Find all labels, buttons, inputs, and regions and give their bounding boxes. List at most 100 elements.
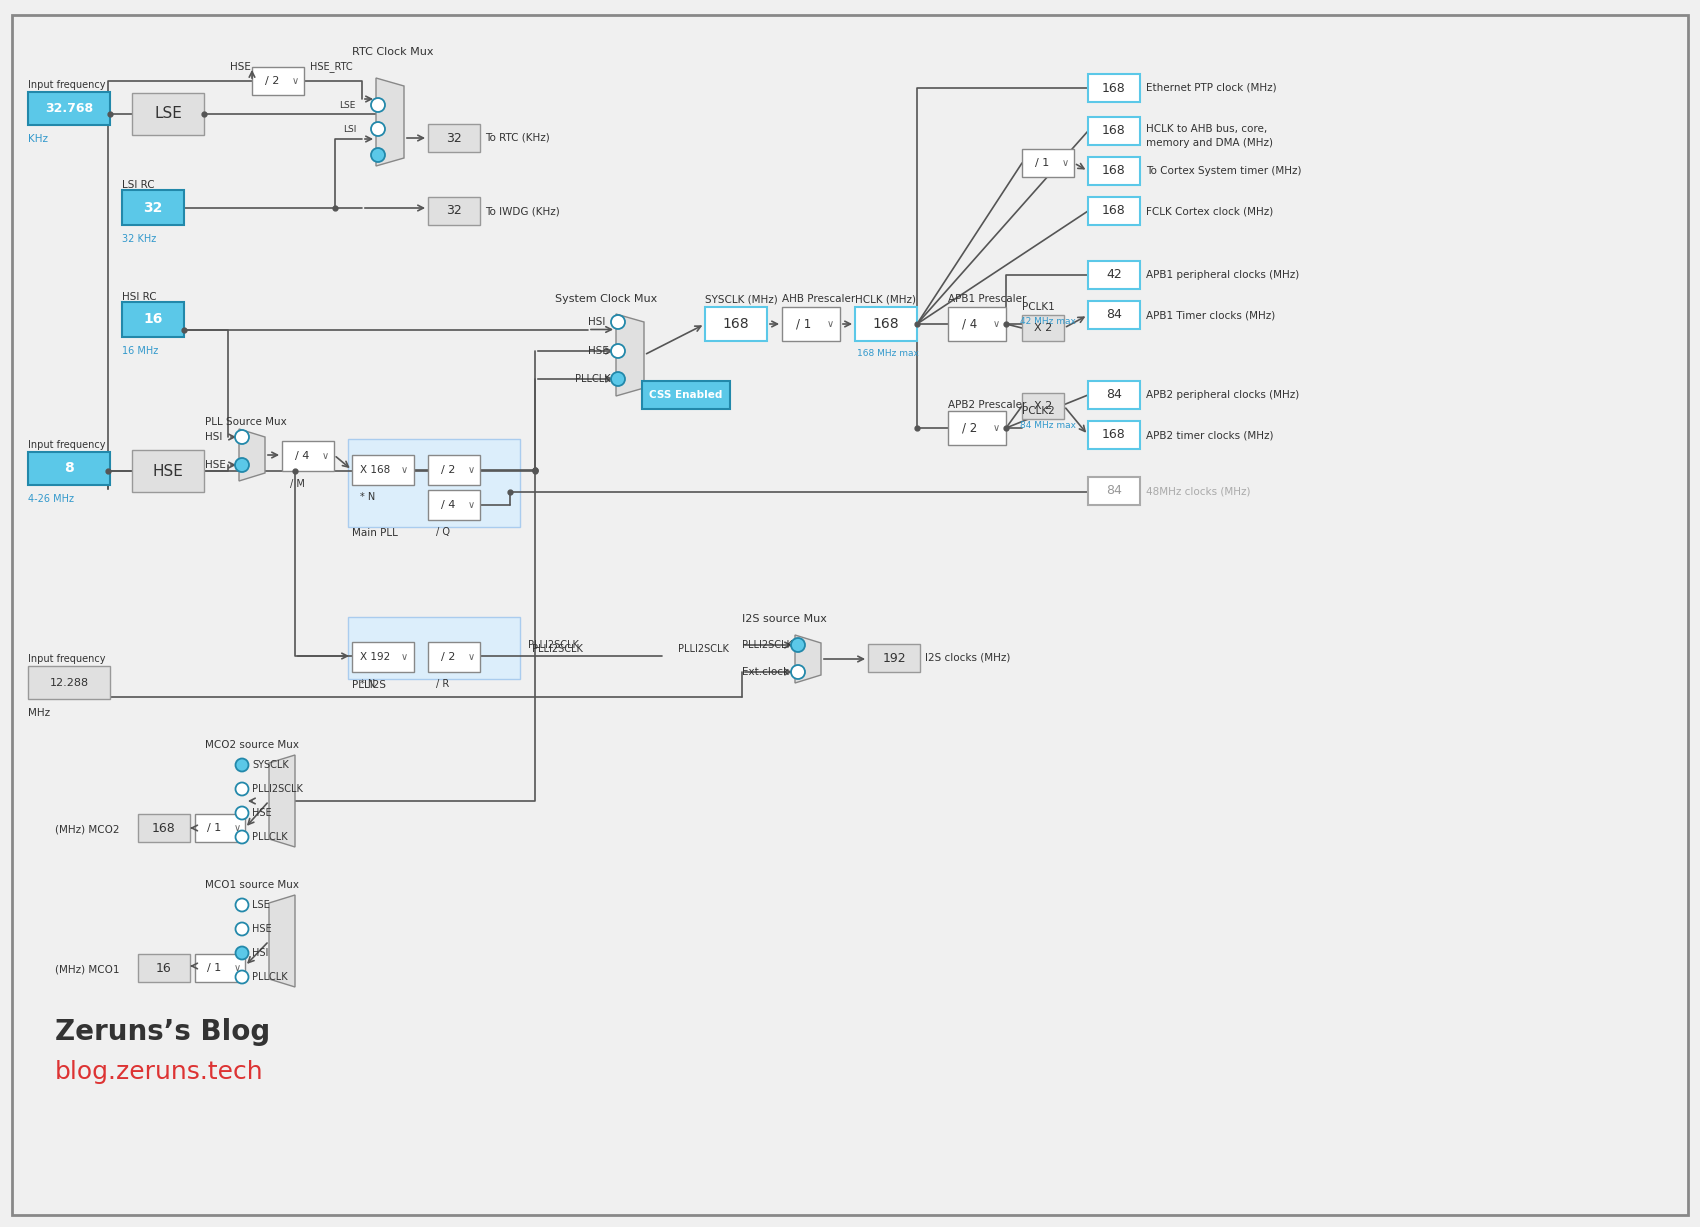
Text: / 2: / 2: [440, 652, 456, 663]
Text: * N: * N: [360, 679, 376, 690]
Circle shape: [235, 458, 248, 472]
Text: / R: / R: [435, 679, 449, 690]
Text: HSE: HSE: [230, 63, 252, 72]
Text: LSI: LSI: [343, 124, 355, 134]
Text: MCO2 source Mux: MCO2 source Mux: [206, 740, 299, 750]
Bar: [428, 455, 479, 485]
Text: KHz: KHz: [27, 134, 48, 144]
Text: APB2 timer clocks (MHz): APB2 timer clocks (MHz): [1146, 429, 1273, 440]
Bar: [1088, 198, 1141, 225]
Text: Zeruns’s Blog: Zeruns’s Blog: [54, 1018, 270, 1045]
Text: ∨: ∨: [828, 319, 835, 329]
Text: APB1 Timer clocks (MHz): APB1 Timer clocks (MHz): [1146, 310, 1275, 320]
Bar: [1022, 393, 1064, 418]
Text: APB2 peripheral clocks (MHz): APB2 peripheral clocks (MHz): [1146, 390, 1299, 400]
Text: / 4: / 4: [440, 499, 456, 510]
Text: 42 MHz max: 42 MHz max: [1020, 317, 1076, 325]
Text: CSS Enabled: CSS Enabled: [649, 390, 722, 400]
Text: 192: 192: [882, 652, 906, 665]
Text: To IWDG (KHz): To IWDG (KHz): [484, 206, 559, 216]
Text: 16: 16: [156, 962, 172, 974]
Text: I2S clocks (MHz): I2S clocks (MHz): [925, 653, 1010, 663]
Text: 32: 32: [143, 200, 163, 215]
Bar: [949, 307, 1006, 341]
Text: (MHz) MCO2: (MHz) MCO2: [54, 825, 119, 834]
Bar: [869, 644, 920, 672]
Bar: [1088, 421, 1141, 449]
Text: 42: 42: [1107, 269, 1122, 281]
Circle shape: [236, 806, 248, 820]
Circle shape: [236, 783, 248, 795]
Text: Input frequency: Input frequency: [27, 440, 105, 450]
Text: APB2 Prescaler: APB2 Prescaler: [949, 400, 1027, 410]
Text: / M: / M: [291, 479, 304, 490]
Text: HSE: HSE: [206, 460, 226, 470]
Text: / 4: / 4: [294, 452, 309, 461]
Text: 168: 168: [872, 317, 899, 331]
Text: 32: 32: [445, 205, 462, 217]
Bar: [428, 198, 479, 225]
Text: SYSCLK: SYSCLK: [252, 760, 289, 771]
Text: AHB Prescaler: AHB Prescaler: [782, 294, 855, 304]
Text: HSE: HSE: [252, 924, 272, 934]
Text: HCLK (MHz): HCLK (MHz): [855, 294, 916, 304]
Text: / 1: / 1: [1035, 158, 1049, 168]
Text: ∨: ∨: [401, 652, 408, 663]
Bar: [706, 307, 767, 341]
Bar: [27, 452, 110, 485]
Bar: [643, 382, 729, 409]
Text: To RTC (KHz): To RTC (KHz): [484, 133, 549, 144]
Bar: [133, 93, 204, 135]
Text: ∨: ∨: [233, 823, 241, 833]
Text: 84: 84: [1107, 308, 1122, 321]
Bar: [1088, 477, 1141, 506]
Circle shape: [236, 946, 248, 960]
Text: 168: 168: [1102, 205, 1125, 217]
Text: PLLCLK: PLLCLK: [252, 972, 287, 982]
Bar: [1088, 74, 1141, 102]
Bar: [1088, 382, 1141, 409]
Text: HSI: HSI: [588, 317, 605, 328]
Bar: [133, 450, 204, 492]
Text: 4-26 MHz: 4-26 MHz: [27, 494, 75, 504]
Text: 48MHz clocks (MHz): 48MHz clocks (MHz): [1146, 486, 1251, 496]
Bar: [1088, 117, 1141, 145]
Text: PCLK1: PCLK1: [1022, 302, 1054, 312]
Text: ∨: ∨: [321, 452, 330, 461]
Bar: [1088, 261, 1141, 290]
Text: ∨: ∨: [468, 499, 476, 510]
Text: SYSCLK (MHz): SYSCLK (MHz): [706, 294, 777, 304]
Circle shape: [236, 971, 248, 984]
Bar: [428, 642, 479, 672]
Text: PLLI2SCLK: PLLI2SCLK: [252, 784, 303, 794]
Circle shape: [371, 121, 384, 136]
Circle shape: [236, 831, 248, 843]
Bar: [1088, 157, 1141, 185]
Bar: [196, 814, 245, 842]
Text: HSE: HSE: [588, 346, 609, 356]
Polygon shape: [615, 314, 644, 396]
Text: / 2: / 2: [265, 76, 279, 86]
Text: / 1: / 1: [207, 963, 221, 973]
Circle shape: [236, 758, 248, 772]
Text: ∨: ∨: [993, 423, 1000, 433]
Bar: [122, 302, 184, 337]
Bar: [282, 440, 333, 471]
Text: MCO1 source Mux: MCO1 source Mux: [206, 880, 299, 890]
Text: Main PLL: Main PLL: [352, 528, 398, 537]
Bar: [138, 955, 190, 982]
Circle shape: [371, 98, 384, 112]
Bar: [782, 307, 840, 341]
Polygon shape: [269, 894, 296, 987]
Text: LSE: LSE: [252, 899, 270, 910]
Polygon shape: [240, 429, 265, 481]
Text: Ext.clock: Ext.clock: [741, 667, 789, 677]
Text: To Cortex System timer (MHz): To Cortex System timer (MHz): [1146, 166, 1302, 175]
Text: * N: * N: [360, 492, 376, 502]
Bar: [252, 67, 304, 94]
Text: Input frequency: Input frequency: [27, 80, 105, 90]
Text: FCLK Cortex clock (MHz): FCLK Cortex clock (MHz): [1146, 206, 1273, 216]
Text: blog.zeruns.tech: blog.zeruns.tech: [54, 1060, 264, 1083]
Text: ∨: ∨: [1062, 158, 1069, 168]
Bar: [1022, 148, 1074, 177]
